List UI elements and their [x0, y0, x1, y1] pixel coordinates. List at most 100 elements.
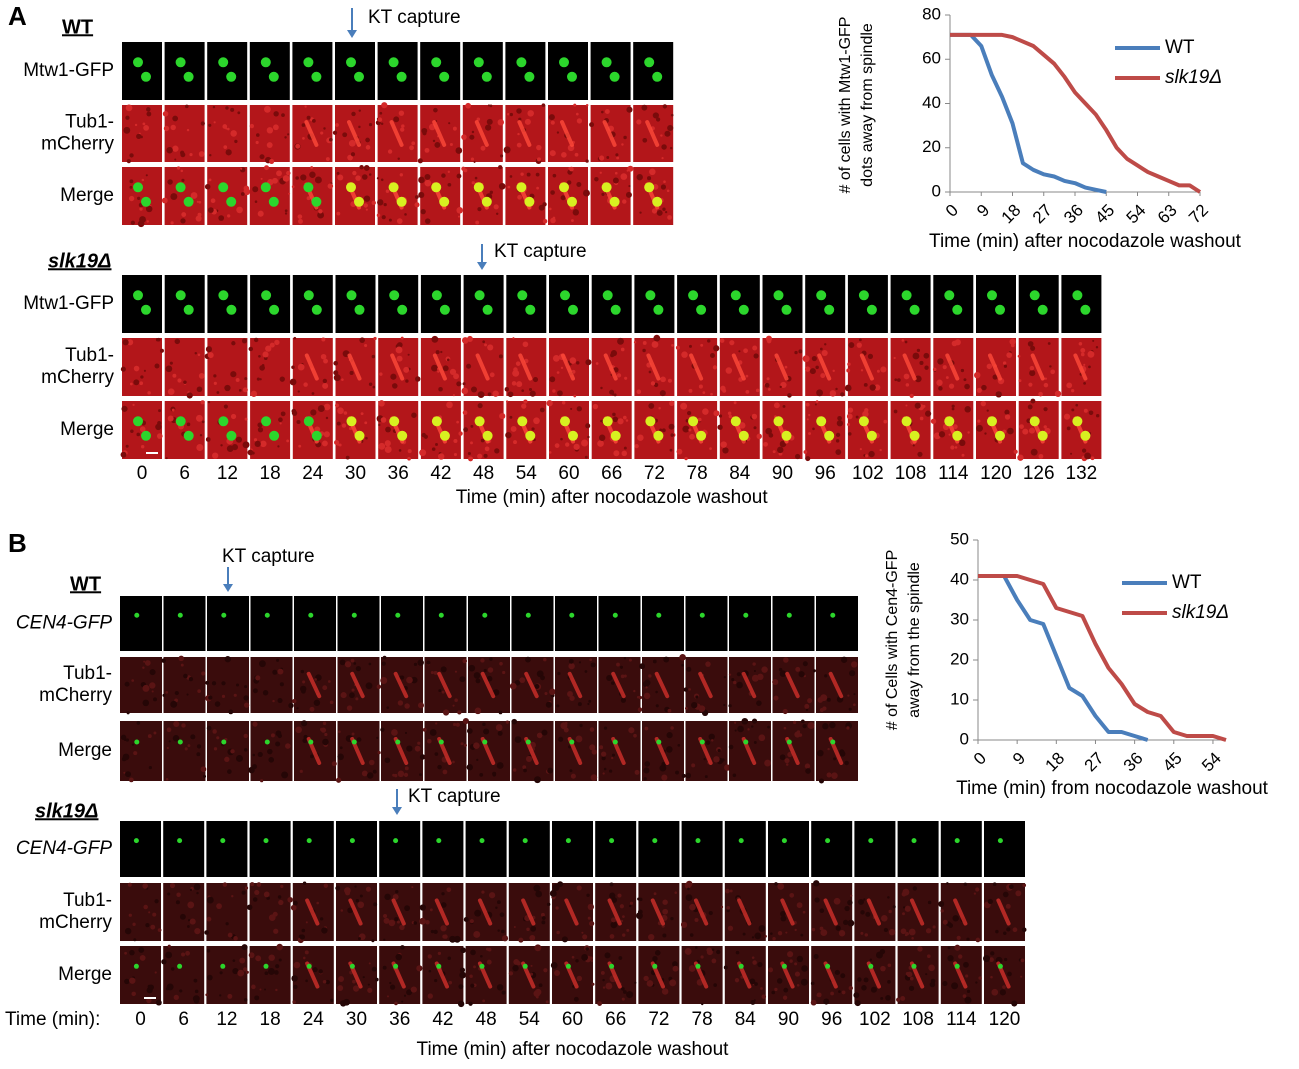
noise: [190, 192, 198, 199]
micrograph: [717, 401, 762, 459]
noise: [140, 375, 144, 379]
kinetochore: [438, 739, 444, 745]
noise: [403, 366, 410, 373]
noise: [765, 335, 773, 342]
kinetochore: [653, 430, 664, 441]
micrograph: [803, 400, 846, 462]
kinetochore: [866, 430, 877, 441]
noise: [546, 902, 551, 906]
noise: [227, 214, 231, 218]
time-label: 48: [476, 1009, 497, 1030]
micrograph: [419, 883, 464, 943]
noise: [621, 997, 625, 1001]
noise: [1071, 408, 1075, 412]
noise: [419, 449, 427, 457]
micrograph: [633, 42, 674, 100]
spindle: [611, 671, 626, 699]
noise: [951, 404, 955, 408]
noise: [772, 678, 779, 686]
noise: [267, 748, 273, 755]
noise: [1075, 403, 1079, 407]
noise: [751, 718, 758, 724]
noise: [688, 688, 691, 691]
micrograph: [598, 721, 641, 781]
noise: [835, 432, 841, 438]
time-label: 60: [558, 463, 579, 484]
noise: [976, 387, 982, 393]
noise: [722, 447, 729, 454]
kinetochore: [261, 416, 272, 427]
noise: [782, 995, 788, 1000]
noise: [533, 884, 541, 892]
panel-letter: B: [8, 528, 27, 558]
noise: [841, 990, 846, 995]
noise: [599, 171, 602, 174]
noise: [189, 918, 196, 925]
micrograph: [205, 944, 249, 1004]
noise: [651, 208, 658, 214]
spindle: [828, 671, 844, 699]
noise: [749, 978, 756, 985]
noise: [149, 682, 156, 689]
noise: [301, 720, 308, 727]
kinetochore: [482, 430, 493, 441]
noise: [954, 339, 961, 346]
spindle: [1030, 353, 1045, 381]
noise: [376, 177, 379, 180]
micrograph-bg: [207, 42, 248, 100]
noise: [853, 992, 860, 999]
noise: [253, 438, 258, 442]
noise: [147, 734, 152, 739]
micrograph-bg: [120, 821, 161, 877]
micrograph-bg: [163, 657, 206, 713]
noise: [916, 348, 921, 352]
noise: [351, 111, 356, 117]
noise: [937, 358, 944, 365]
noise: [185, 950, 190, 956]
time-label: 54: [519, 1009, 541, 1030]
noise: [232, 968, 239, 975]
arrow-head: [347, 30, 357, 38]
noise: [243, 695, 249, 701]
noise: [379, 111, 383, 115]
noise: [777, 882, 785, 890]
noise: [662, 899, 668, 905]
noise: [637, 434, 644, 441]
noise: [340, 692, 347, 699]
noise: [284, 209, 288, 213]
noise: [802, 661, 808, 667]
noise: [974, 371, 981, 379]
noise: [810, 981, 815, 986]
noise: [919, 416, 924, 421]
noise: [314, 678, 317, 681]
noise: [1002, 891, 1009, 898]
noise: [206, 916, 212, 922]
noise: [343, 998, 351, 1006]
noise: [204, 183, 211, 190]
noise: [509, 175, 513, 178]
noise: [540, 675, 545, 681]
noise: [201, 420, 205, 424]
noise: [550, 962, 558, 969]
noise: [399, 173, 403, 177]
noise: [641, 104, 648, 111]
noise: [296, 419, 301, 425]
noise: [662, 104, 668, 109]
noise: [466, 363, 472, 369]
noise: [756, 700, 762, 706]
noise: [434, 979, 438, 983]
noise: [839, 750, 846, 757]
noise: [165, 987, 169, 991]
kinetochore: [183, 304, 194, 315]
noise: [202, 774, 207, 778]
noise: [457, 1000, 465, 1008]
y-tick-label: 40: [950, 569, 969, 588]
noise: [598, 434, 606, 441]
noise: [835, 925, 841, 931]
noise: [380, 727, 385, 732]
noise: [588, 699, 592, 703]
noise: [586, 893, 590, 897]
kinetochore: [439, 430, 450, 441]
noise: [858, 338, 862, 342]
noise: [840, 392, 845, 397]
